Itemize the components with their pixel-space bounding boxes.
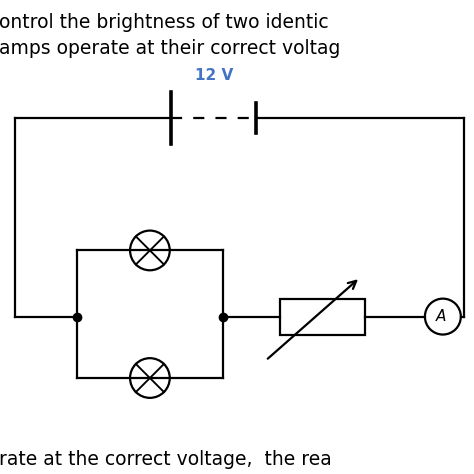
Text: rate at the correct voltage,  the rea: rate at the correct voltage, the rea [0, 450, 331, 469]
Text: A: A [435, 309, 446, 324]
Bar [280, 299, 365, 335]
Text: ontrol the brightness of two identic: ontrol the brightness of two identic [0, 13, 328, 32]
Text: amps operate at their correct voltag: amps operate at their correct voltag [0, 39, 340, 58]
Text: 12 V: 12 V [194, 68, 233, 82]
